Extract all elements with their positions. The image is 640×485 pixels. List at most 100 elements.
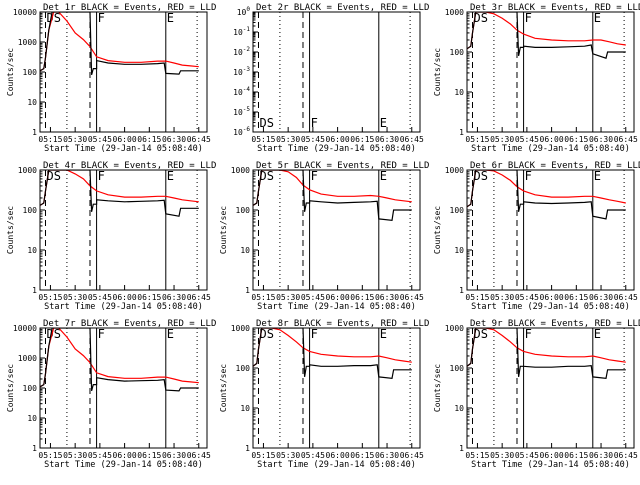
x-tick-label: 05:15 [465, 135, 489, 144]
x-tick-label: 06:30 [162, 451, 186, 460]
marker-label-e: E [167, 169, 174, 183]
series-line-red-lld [253, 328, 412, 367]
series-line-red-lld [253, 170, 412, 206]
x-tick-label: 05:15 [38, 293, 62, 302]
x-tick-label: 06:00 [113, 293, 137, 302]
x-tick-label: 06:15 [350, 451, 374, 460]
chart-title: Det 7r BLACK = Events, RED = LLD [43, 319, 216, 329]
plot-frame [466, 327, 635, 449]
x-axis-label: Start Time (29-Jan-14 05:08:40) [257, 460, 416, 470]
y-tick-label: 1000 [445, 324, 464, 333]
y-tick-label: 100 [450, 206, 465, 215]
plot-frame [252, 11, 421, 133]
chart-title: Det 5r BLACK = Events, RED = LLD [256, 161, 429, 171]
x-tick-label: 06:00 [326, 293, 350, 302]
y-tick-label: 100 [450, 364, 465, 373]
y-tick-label: 10-3 [233, 66, 250, 77]
y-tick-label: 10-1 [233, 26, 250, 37]
marker-label-f: F [98, 327, 105, 341]
x-tick-label: 05:15 [38, 135, 62, 144]
y-tick-label: 10 [27, 246, 37, 255]
y-tick-label: 1000 [231, 324, 250, 333]
marker-label-e: E [380, 169, 387, 183]
y-tick-label: 10 [454, 404, 464, 413]
y-tick-label: 1 [459, 444, 464, 453]
panel-2: Det 2r BLACK = Events, RED = LLD 10-6 10-5… [233, 3, 429, 154]
marker-label-e: E [594, 327, 601, 341]
series-line-black-events [40, 170, 199, 217]
x-tick-label: 05:30 [490, 451, 514, 460]
x-tick-label: 05:15 [38, 451, 62, 460]
y-axis-label: Counts/sec [219, 206, 228, 254]
marker-label-e: E [167, 327, 174, 341]
x-tick-label: 06:45 [400, 135, 424, 144]
y-tick-label: 1 [459, 128, 464, 137]
x-tick-label: 06:30 [375, 451, 399, 460]
x-tick-label: 06:00 [113, 451, 137, 460]
marker-label-f: F [311, 116, 318, 130]
x-axis-label: Start Time (29-Jan-14 05:08:40) [44, 302, 203, 312]
y-axis-label: Counts/sec [6, 364, 15, 412]
y-tick-label: 1000 [231, 166, 250, 175]
x-axis-label: Start Time (29-Jan-14 05:08:40) [44, 144, 203, 154]
y-tick-label: 1000 [445, 166, 464, 175]
plot-frame [39, 169, 208, 291]
marker-label-f: F [311, 169, 318, 183]
x-tick-label: 05:15 [465, 293, 489, 302]
x-tick-label: 05:30 [490, 135, 514, 144]
marker-label-e: E [167, 11, 174, 25]
x-tick-label: 05:30 [490, 293, 514, 302]
x-tick-label: 06:00 [540, 451, 564, 460]
y-tick-label: 10000 [13, 324, 37, 333]
x-tick-label: 06:15 [137, 135, 161, 144]
marker-label-ds: DS [473, 11, 487, 25]
marker-label-f: F [525, 327, 532, 341]
series-line-black-events [467, 12, 626, 59]
x-tick-label: 06:30 [589, 451, 613, 460]
x-axis-label: Start Time (29-Jan-14 05:08:40) [257, 302, 416, 312]
marker-label-ds: DS [259, 327, 273, 341]
y-tick-label: 10 [454, 246, 464, 255]
x-tick-label: 06:45 [187, 135, 211, 144]
y-tick-label: 10 [27, 414, 37, 423]
y-axis-label: Counts/sec [6, 206, 15, 254]
x-tick-label: 05:45 [301, 135, 325, 144]
x-tick-label: 05:15 [465, 451, 489, 460]
chart-title: Det 1r BLACK = Events, RED = LLD [43, 3, 216, 13]
x-tick-label: 06:30 [375, 135, 399, 144]
y-tick-label: 1 [245, 286, 250, 295]
x-tick-label: 06:45 [400, 451, 424, 460]
series-line-black-events [40, 12, 199, 76]
plot-frame [39, 11, 208, 133]
series-line-red-lld [467, 170, 626, 208]
x-tick-label: 06:15 [564, 293, 588, 302]
y-tick-label: 1000 [18, 38, 37, 47]
y-tick-label: 1 [32, 444, 37, 453]
x-tick-label: 06:15 [137, 293, 161, 302]
x-tick-label: 06:45 [187, 451, 211, 460]
y-axis-label: Counts/sec [219, 364, 228, 412]
series-line-red-lld [40, 170, 199, 206]
y-axis-label: Counts/sec [433, 48, 442, 96]
y-tick-label: 10 [240, 404, 250, 413]
x-tick-label: 06:45 [614, 293, 638, 302]
series-line-red-lld [467, 328, 626, 367]
marker-label-ds: DS [46, 169, 60, 183]
y-tick-label: 100 [237, 6, 251, 17]
x-tick-label: 06:45 [614, 451, 638, 460]
y-tick-label: 1000 [18, 166, 37, 175]
y-axis-label: Counts/sec [433, 206, 442, 254]
plot-frame [252, 169, 421, 291]
marker-label-f: F [525, 169, 532, 183]
x-axis-label: Start Time (29-Jan-14 05:08:40) [44, 460, 203, 470]
marker-label-ds: DS [473, 169, 487, 183]
x-tick-label: 05:30 [63, 135, 87, 144]
x-axis-label: Start Time (29-Jan-14 05:08:40) [471, 302, 630, 312]
series-line-black-events [253, 170, 412, 222]
series-line-black-events [467, 170, 626, 220]
marker-label-e: E [380, 116, 387, 130]
marker-label-f: F [98, 11, 105, 25]
x-tick-label: 05:30 [276, 135, 300, 144]
